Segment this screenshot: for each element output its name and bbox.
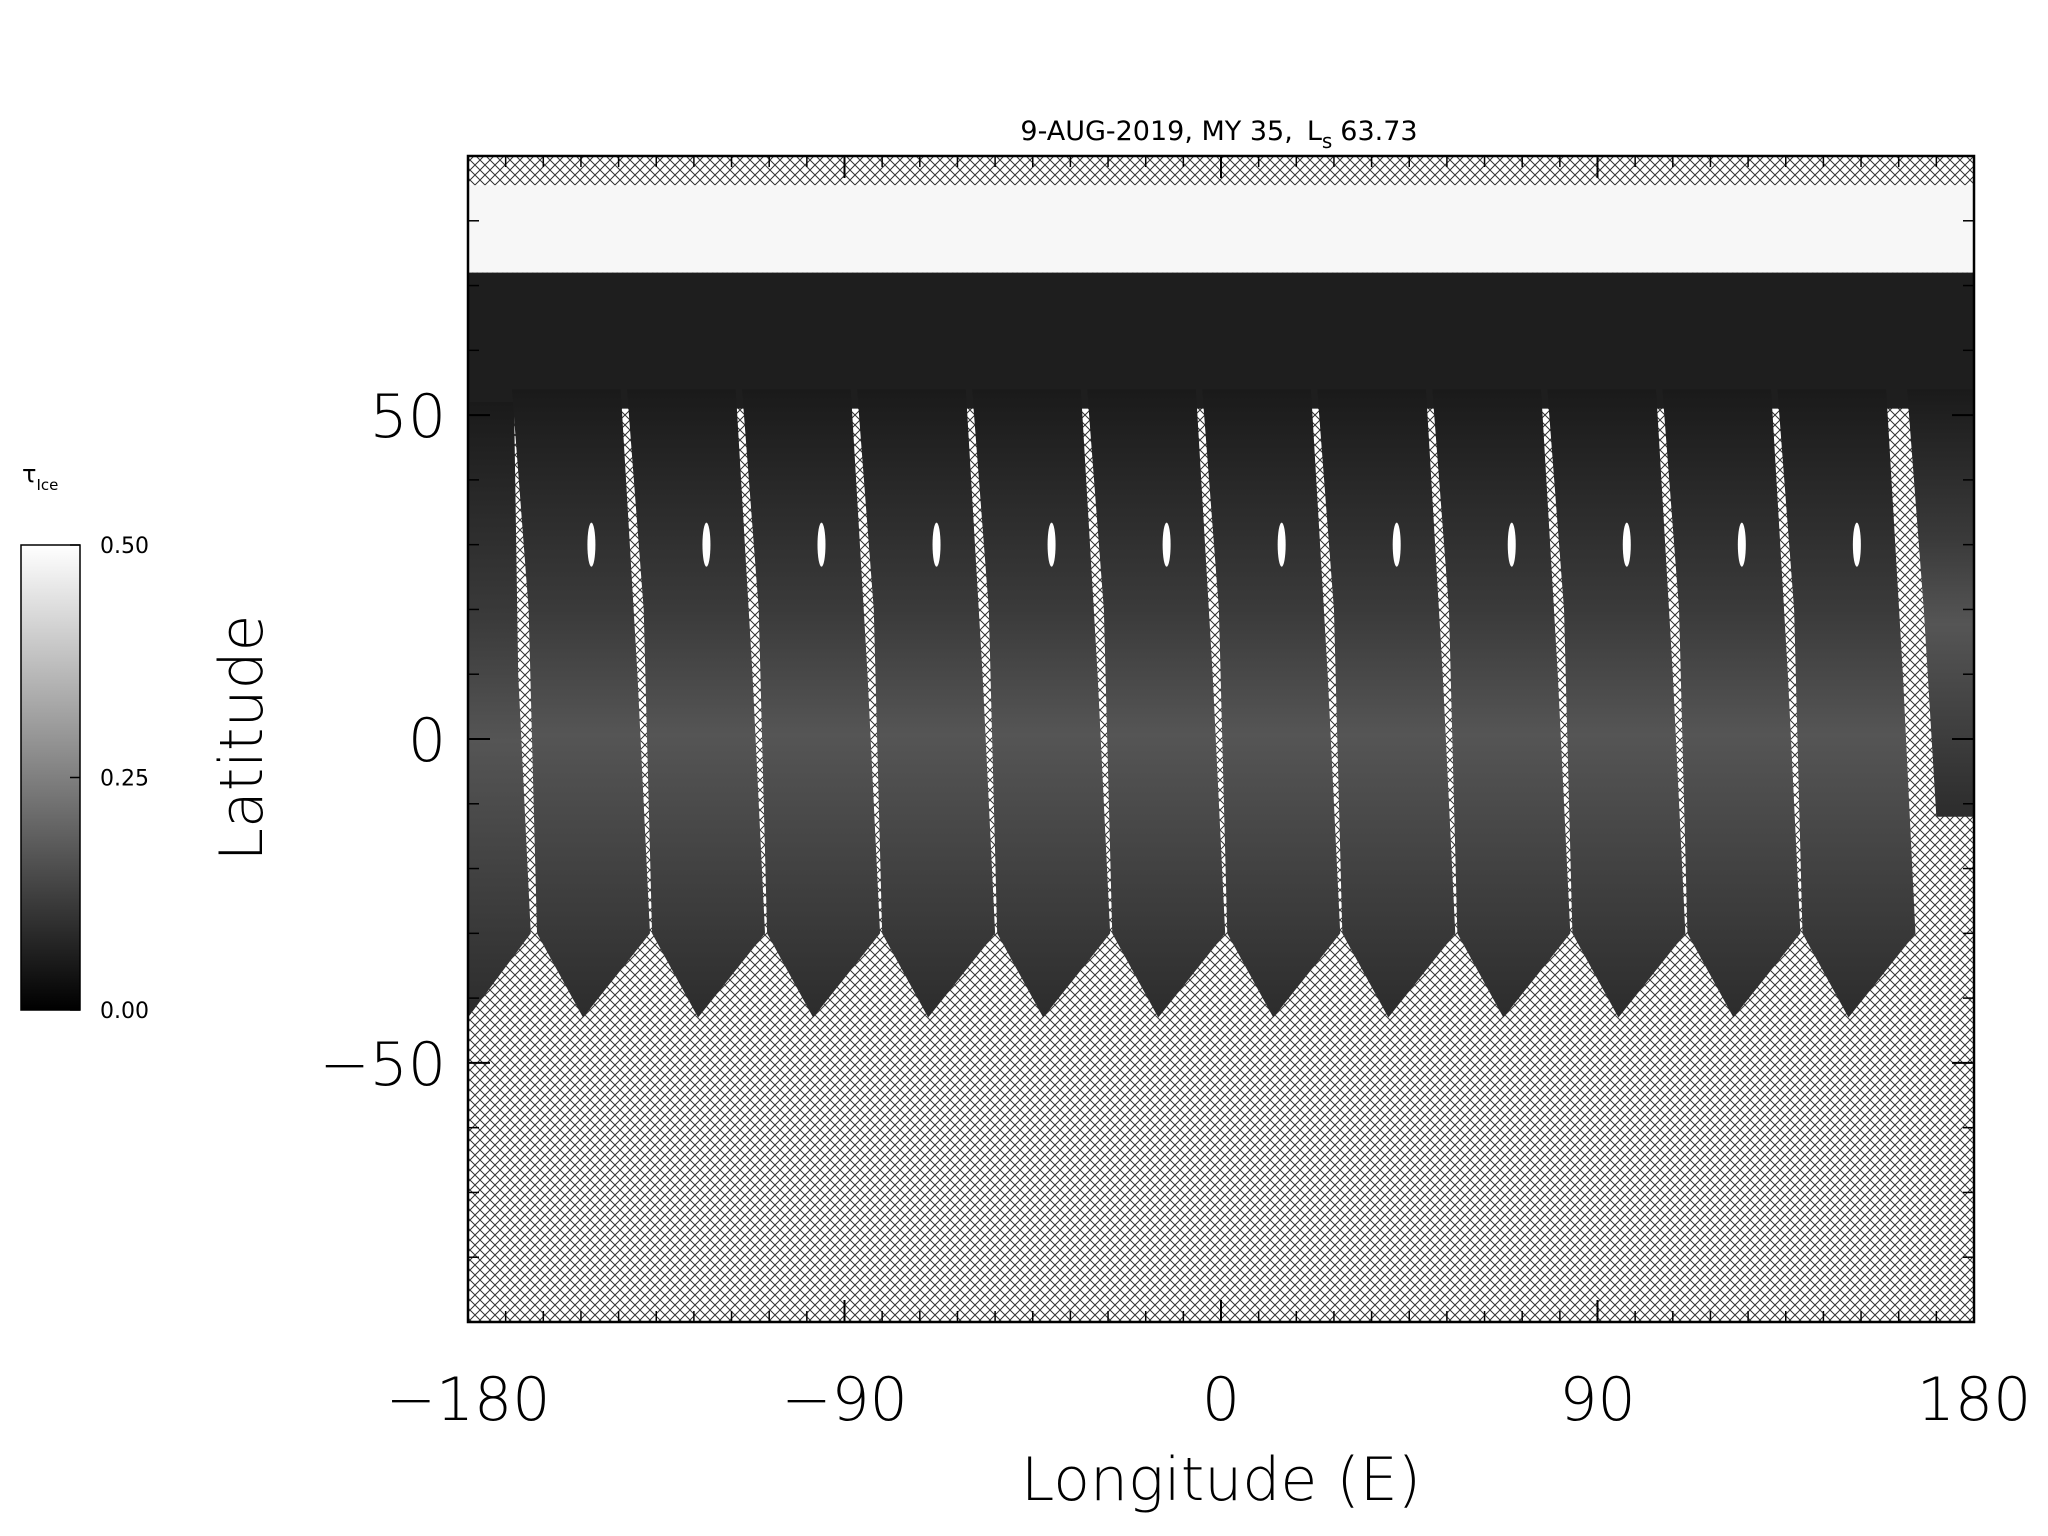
swath <box>1777 389 1916 1018</box>
north-coverage <box>468 272 1974 409</box>
swath <box>857 389 996 1018</box>
swath <box>972 389 1111 1018</box>
x-tick-label: −90 <box>781 1365 908 1435</box>
gap-spot <box>1737 522 1746 567</box>
gap-spot <box>1392 522 1401 567</box>
swath <box>468 402 531 1018</box>
x-tick-label: 90 <box>1559 1365 1635 1435</box>
gap-spot <box>932 522 941 567</box>
title-prefix: 9-AUG-2019, MY 35, <box>1020 116 1292 147</box>
gap-spot <box>817 522 826 567</box>
x-axis-label: Longitude (E) <box>1021 1445 1421 1515</box>
gap-spot <box>587 522 596 567</box>
colorbar-tick-label: 0.50 <box>100 534 149 559</box>
swath <box>511 389 650 1018</box>
title-symbol: L <box>1307 116 1322 147</box>
swath <box>742 389 881 1018</box>
x-tick-label: 180 <box>1917 1365 2032 1435</box>
colorbar-label: τIce <box>22 460 58 494</box>
y-tick-label: 0 <box>408 706 446 776</box>
y-tick-label: 50 <box>370 382 446 452</box>
title-suffix: 63.73 <box>1340 116 1417 147</box>
colorbar-tick-label: 0.25 <box>100 767 149 792</box>
gap-spot <box>702 522 711 567</box>
y-axis-label: Latitude <box>207 615 277 862</box>
x-tick-label: −180 <box>386 1365 551 1435</box>
colorbar-tick-label: 0.00 <box>100 999 149 1024</box>
title-subscript: s <box>1322 129 1332 153</box>
x-tick-label: 0 <box>1202 1365 1240 1435</box>
swath <box>1317 389 1456 1018</box>
swath <box>1432 389 1571 1018</box>
gap-spot <box>1047 522 1056 567</box>
y-tick-label: −50 <box>319 1030 446 1100</box>
swath <box>1202 389 1341 1018</box>
polar-band <box>468 185 1974 273</box>
swath <box>1662 389 1801 1018</box>
gap-spot <box>1507 522 1516 567</box>
gap-spot <box>1162 522 1171 567</box>
swath <box>1907 389 1974 817</box>
colorbar-symbol: τ <box>22 460 36 488</box>
gap-spot <box>1852 522 1861 567</box>
colorbar-subscript: Ice <box>36 476 58 494</box>
gap-spot <box>1622 522 1631 567</box>
chart-title: 9-AUG-2019, MY 35, Ls 63.73 <box>1020 116 1417 153</box>
swath <box>626 389 766 1018</box>
swath <box>1547 389 1686 1018</box>
gap-spot <box>1277 522 1286 567</box>
swath <box>1087 389 1226 1018</box>
plot-layer <box>468 156 1974 1322</box>
